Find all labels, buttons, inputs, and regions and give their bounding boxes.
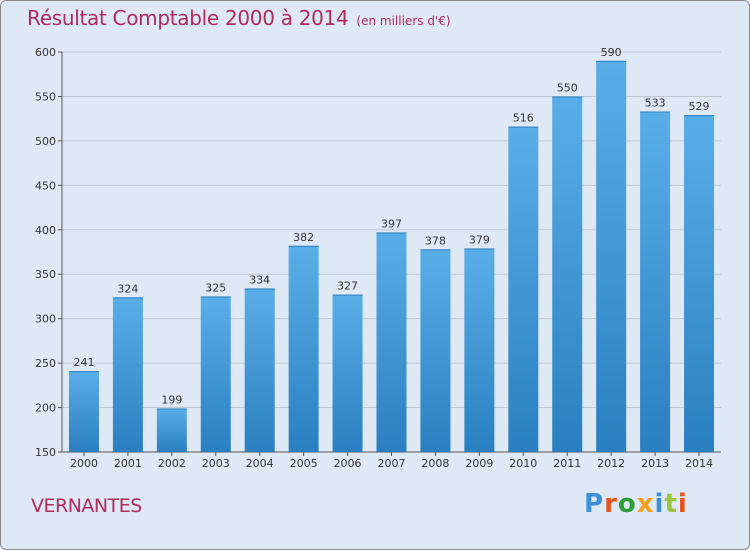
bar-2003: [200, 296, 231, 452]
x-tick-label: 2012: [597, 457, 625, 470]
data-labels: 241 324 199 325 334 382 327 397 378 379 516 550 590 5…: [73, 46, 709, 407]
bar-2002: [156, 408, 187, 452]
y-tick-label: 150: [35, 446, 56, 459]
data-label-2009: 379: [469, 233, 490, 246]
logo-letter: P: [584, 489, 605, 519]
bar-2004: [244, 288, 275, 452]
proxiti-logo: Proxiti: [584, 489, 688, 519]
y-tick-label: 250: [35, 357, 56, 370]
x-tick-label: 2004: [246, 457, 274, 470]
data-label-2003: 325: [205, 281, 226, 294]
logo-letter: t: [664, 489, 678, 519]
logo-letter: x: [636, 489, 655, 519]
x-tick-label: 2002: [158, 457, 186, 470]
place-name: VERNANTES: [31, 495, 142, 517]
bar-2009: [464, 248, 495, 452]
bar-2011: [552, 96, 583, 452]
x-tick-label: 2005: [290, 457, 318, 470]
data-label-2010: 516: [513, 112, 534, 125]
data-label-2001: 324: [117, 282, 138, 295]
y-tick-label: 600: [35, 46, 56, 59]
x-tick-label: 2009: [465, 457, 493, 470]
bar-2008: [420, 249, 451, 452]
logo-letter: r: [604, 489, 618, 519]
bar-2007: [376, 232, 407, 452]
y-tick-label: 300: [35, 313, 56, 326]
chart-title: Résultat Comptable 2000 à 2014 (en millie…: [27, 6, 451, 30]
data-label-2012: 590: [601, 46, 622, 59]
y-tick-label: 350: [35, 268, 56, 281]
data-label-2011: 550: [557, 81, 578, 94]
logo-letter: i: [677, 489, 688, 519]
data-label-2013: 533: [645, 97, 666, 110]
bars: [68, 60, 715, 453]
y-tick-label: 500: [35, 135, 56, 148]
logo-letter: i: [654, 489, 665, 519]
x-tick-label: 2001: [114, 457, 142, 470]
y-tick-label: 550: [35, 90, 56, 103]
data-label-2008: 378: [425, 234, 446, 247]
bar-2014: [684, 115, 715, 452]
x-tick-labels: 2000 2001 2002 2003 2004 2005 2006 2007 2008 2009…: [70, 452, 713, 470]
bar-2006: [332, 294, 363, 452]
bar-2001: [112, 297, 143, 452]
logo-letter: o: [617, 489, 637, 519]
data-label-2002: 199: [161, 393, 182, 406]
data-label-2005: 382: [293, 231, 314, 244]
x-tick-label: 2011: [553, 457, 581, 470]
x-tick-label: 2008: [421, 457, 449, 470]
data-label-2000: 241: [73, 356, 94, 369]
bar-2012: [596, 60, 627, 453]
data-label-2014: 529: [689, 100, 710, 113]
bar-2005: [288, 245, 319, 452]
chart-subtitle: (en milliers d'€): [356, 14, 451, 28]
bar-2010: [508, 126, 539, 453]
y-tick-label: 450: [35, 179, 56, 192]
bar-2013: [640, 111, 671, 453]
y-tick-label: 400: [35, 224, 56, 237]
x-tick-label: 2010: [509, 457, 537, 470]
x-tick-label: 2014: [685, 457, 713, 470]
x-tick-label: 2013: [641, 457, 669, 470]
data-label-2006: 327: [337, 280, 358, 293]
x-tick-label: 2000: [70, 457, 98, 470]
chart-title-text: Résultat Comptable 2000 à 2014: [27, 6, 349, 30]
data-label-2004: 334: [249, 273, 270, 286]
y-tick-label: 200: [35, 402, 56, 415]
x-tick-label: 2006: [334, 457, 362, 470]
bar-2000: [68, 371, 99, 452]
x-tick-label: 2007: [378, 457, 406, 470]
y-tick-labels: 150 200 250 300 350 400 450 500 550 600: [35, 46, 56, 459]
x-tick-label: 2003: [202, 457, 230, 470]
data-label-2007: 397: [381, 217, 402, 230]
